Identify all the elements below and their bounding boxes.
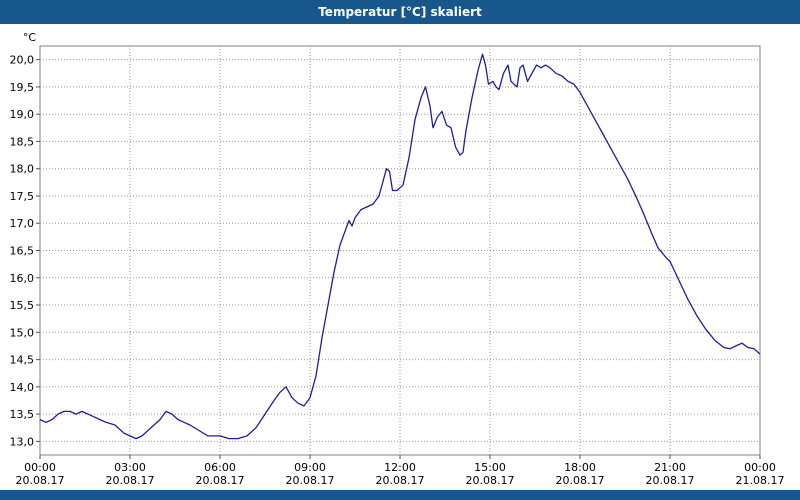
svg-text:13,5: 13,5 [10, 408, 35, 421]
svg-text:14,5: 14,5 [10, 354, 35, 367]
svg-text:17,5: 17,5 [10, 190, 35, 203]
svg-text:20.08.17: 20.08.17 [556, 474, 605, 487]
svg-text:18,5: 18,5 [10, 135, 35, 148]
svg-text:00:00: 00:00 [24, 461, 56, 474]
chart-container: 13,0 13,5 14,0 14,5 15,0 15,5 16,0 16,5 17,0 17,5… [0, 24, 800, 490]
svg-text:21.08.17: 21.08.17 [736, 474, 785, 487]
svg-text:06:00: 06:00 [204, 461, 236, 474]
svg-text:20.08.17: 20.08.17 [196, 474, 245, 487]
window-bottom-bar [0, 490, 800, 500]
svg-text:09:00: 09:00 [294, 461, 326, 474]
svg-text:20.08.17: 20.08.17 [376, 474, 425, 487]
svg-text:20,0: 20,0 [10, 54, 35, 67]
svg-text:20.08.17: 20.08.17 [286, 474, 335, 487]
svg-text:14,0: 14,0 [10, 381, 35, 394]
svg-text:18,0: 18,0 [10, 163, 35, 176]
svg-text:17,0: 17,0 [10, 217, 35, 230]
svg-text:15:00: 15:00 [474, 461, 506, 474]
svg-text:°C: °C [23, 31, 37, 44]
svg-text:19,5: 19,5 [10, 81, 35, 94]
svg-text:15,0: 15,0 [10, 326, 35, 339]
svg-text:13,0: 13,0 [10, 435, 35, 448]
svg-text:12:00: 12:00 [384, 461, 416, 474]
temperature-series-line [39, 53, 761, 440]
window-title-bar: Temperatur [°C] skaliert [0, 0, 800, 24]
svg-text:16,0: 16,0 [10, 272, 35, 285]
svg-text:00:00: 00:00 [744, 461, 776, 474]
svg-text:16,5: 16,5 [10, 245, 35, 258]
temperature-line-chart: 13,0 13,5 14,0 14,5 15,0 15,5 16,0 16,5 17,0 17,5… [10, 31, 785, 487]
svg-text:19,0: 19,0 [10, 108, 35, 121]
svg-text:20.08.17: 20.08.17 [466, 474, 515, 487]
svg-text:03:00: 03:00 [114, 461, 146, 474]
svg-text:20.08.17: 20.08.17 [646, 474, 695, 487]
svg-text:20.08.17: 20.08.17 [16, 474, 65, 487]
svg-text:20.08.17: 20.08.17 [106, 474, 155, 487]
window-title: Temperatur [°C] skaliert [318, 5, 482, 19]
svg-text:18:00: 18:00 [564, 461, 596, 474]
svg-text:15,5: 15,5 [10, 299, 35, 312]
svg-text:21:00: 21:00 [654, 461, 686, 474]
